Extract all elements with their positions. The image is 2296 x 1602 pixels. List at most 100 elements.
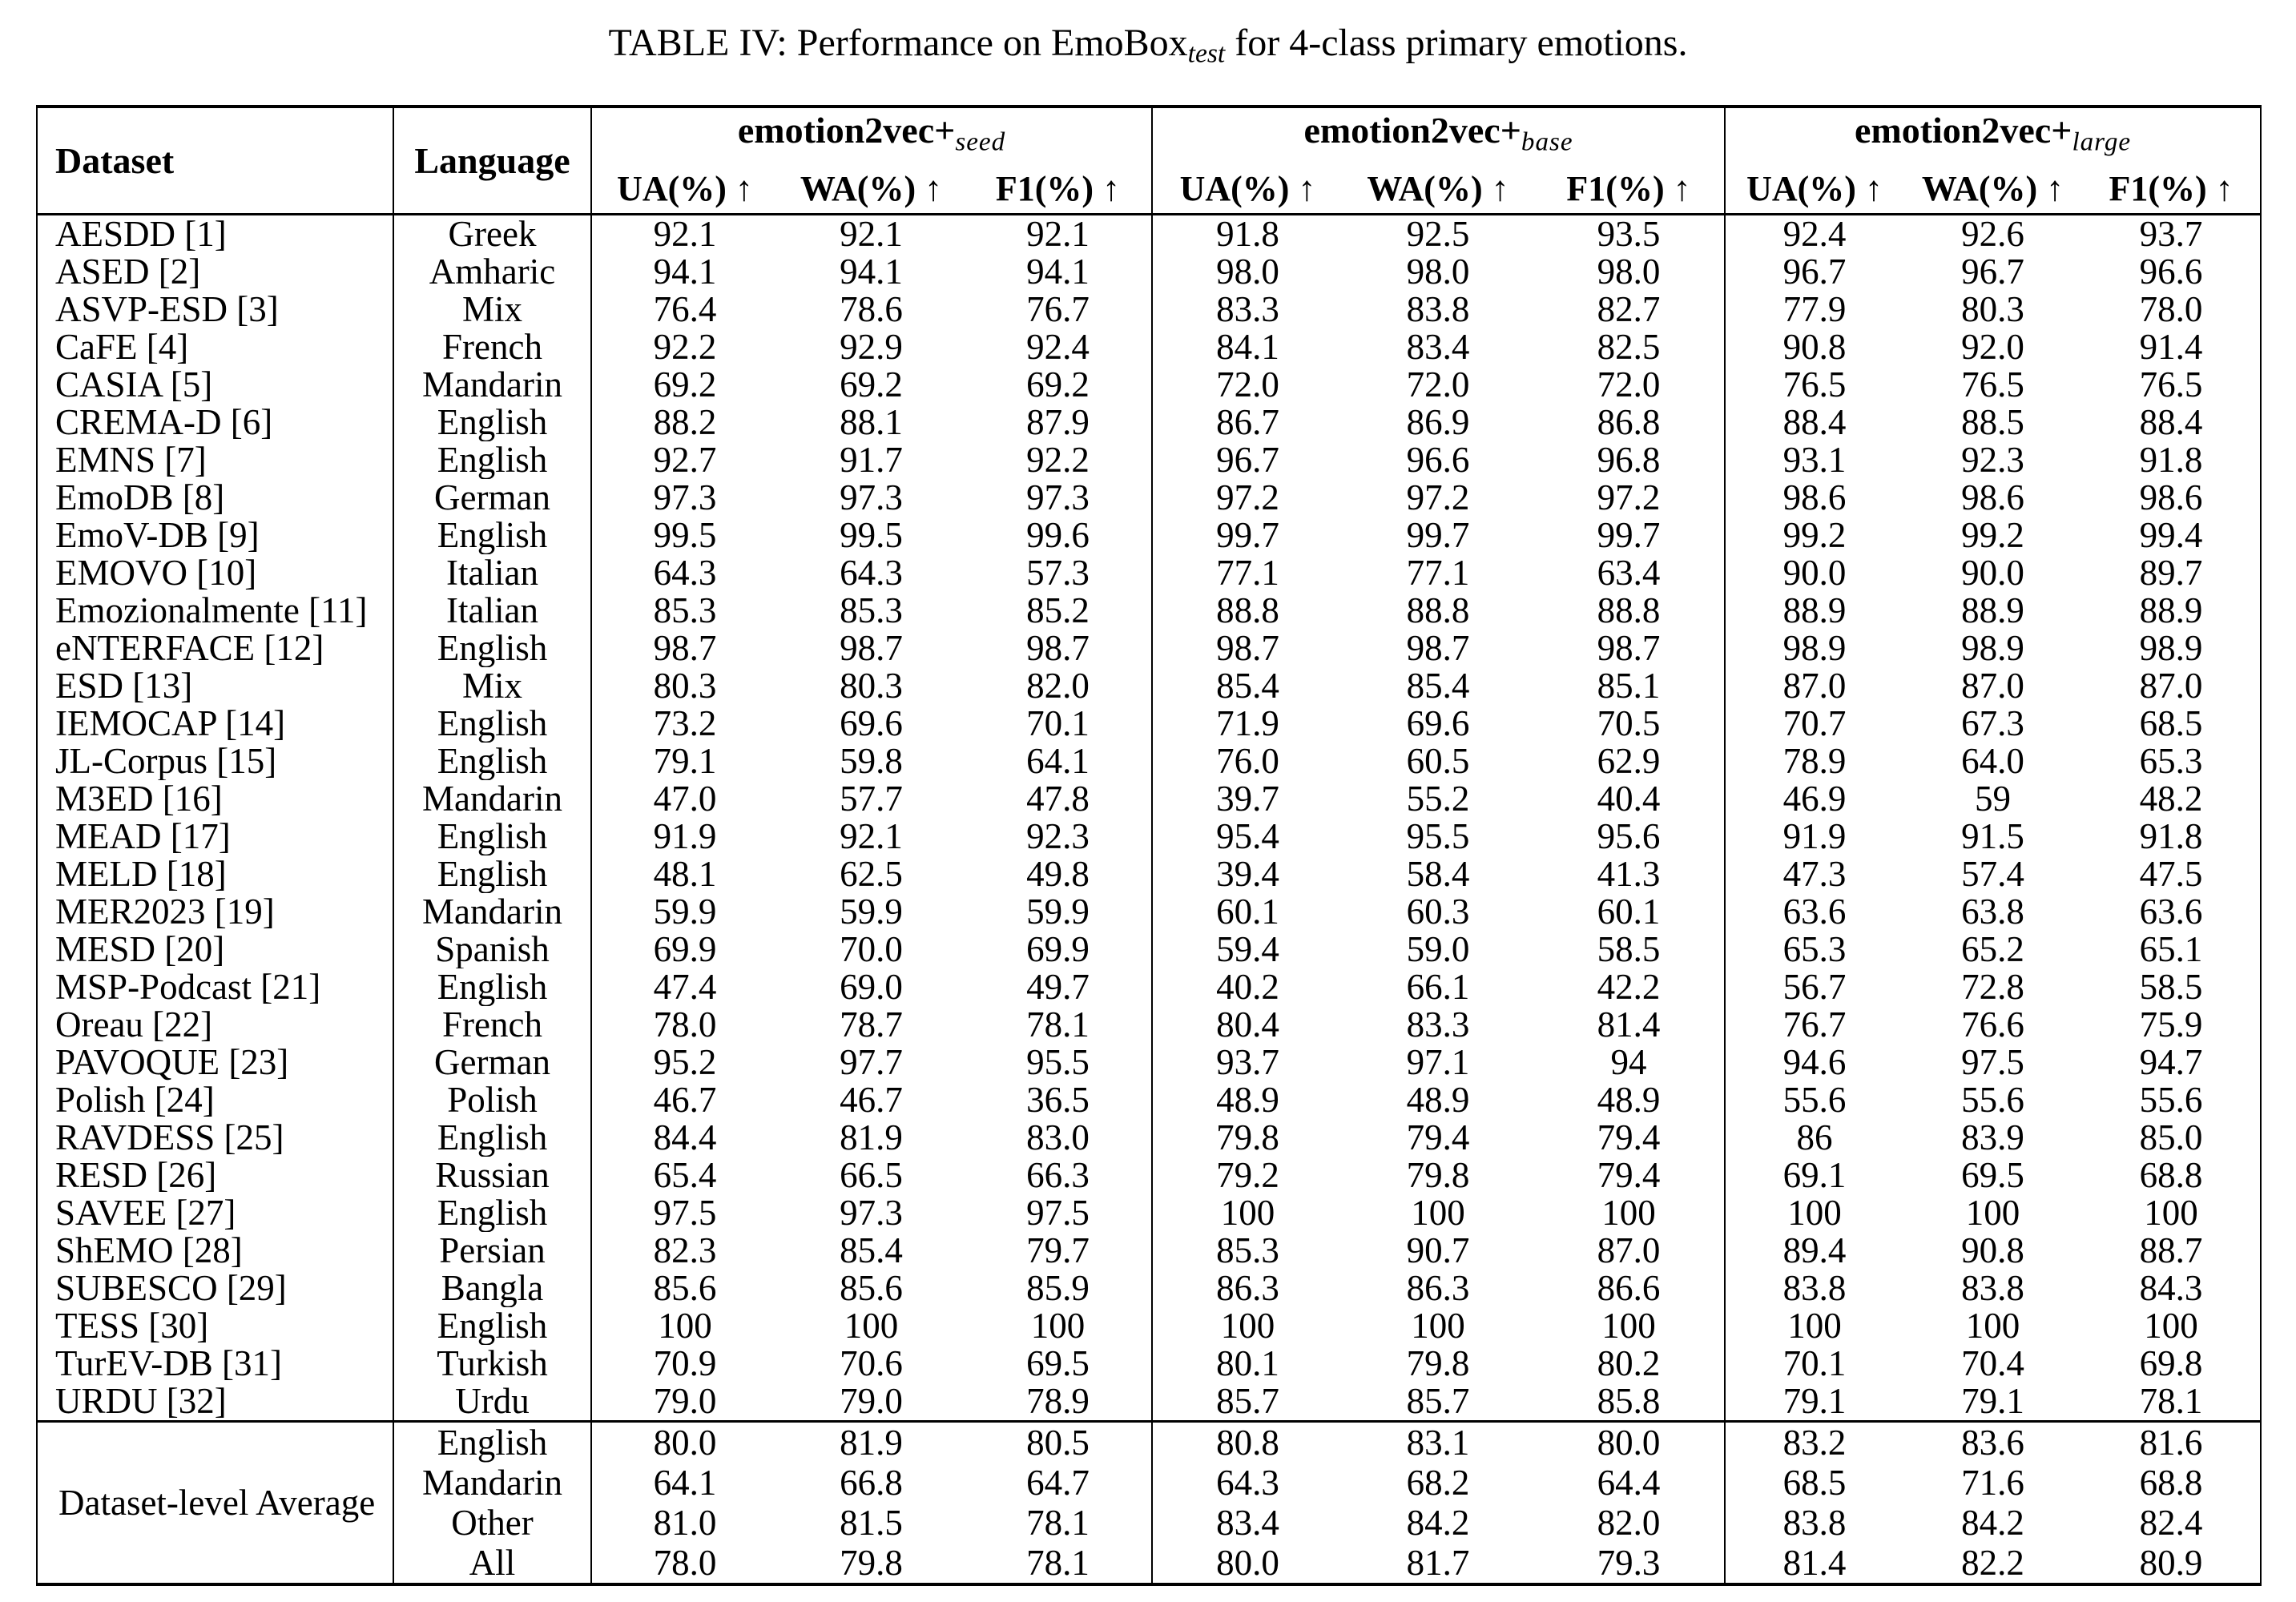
metric-cell: 83.8	[1782, 1503, 1847, 1544]
metric-cell: 80.0	[591, 1420, 778, 1463]
metric-cell: 83.9	[1961, 1119, 2024, 1157]
metric-cell: 92.4	[965, 328, 1153, 367]
dataset-cell: M3ED [16]	[37, 780, 394, 819]
table-row: PAVOQUE [23] German 95.2 97.7 95.5 93.7 97.1 94…	[37, 1044, 2261, 1082]
metric-cell: 79.0	[653, 1383, 717, 1422]
metric-cell: 96.6	[1406, 441, 1470, 480]
metric-cell: 80.9	[2139, 1543, 2203, 1584]
table-row: ShEMO [28] Persian 82.3 85.4 79.7 85.3 90.7 87.…	[37, 1232, 2261, 1270]
metric-cell: 77.9	[1782, 291, 1847, 329]
metric-cell: 88.8	[1216, 592, 1279, 630]
metric-cell: 55.6	[1782, 1081, 1847, 1120]
metric-cell: 60.5	[1406, 743, 1470, 781]
metric-cell: 70.1	[1782, 1345, 1847, 1383]
metric-cell: 36.5	[965, 1081, 1153, 1120]
metric-cell: 100	[1533, 1194, 1726, 1233]
metric-cell: 69.9	[965, 931, 1153, 969]
dataset-cell: TESS [30]	[37, 1307, 394, 1346]
metric-cell: 83.1	[1343, 1420, 1533, 1463]
table-row: RAVDESS [25] English 84.4 81.9 83.0 79.8 79.4 7…	[37, 1119, 2261, 1157]
metric-cell: 89.4	[1782, 1232, 1847, 1270]
metric-cell: 62.5	[840, 855, 903, 894]
metric-cell: 86.8	[1533, 404, 1726, 442]
average-body: Dataset-level Average English 80.0 81.9 80.5…	[37, 1420, 2262, 1585]
metric-cell: 92.3	[965, 818, 1153, 856]
metric-header-ua: UA(%) ↑	[617, 169, 753, 209]
language-cell: English	[393, 1194, 592, 1233]
column-header-dataset: Dataset	[37, 107, 394, 215]
metric-cell: 42.2	[1533, 968, 1726, 1007]
metric-cell: 85.6	[653, 1270, 717, 1308]
metric-cell: 47.3	[1782, 855, 1847, 894]
language-cell: Italian	[393, 592, 592, 630]
metric-cell: 69.6	[1406, 705, 1470, 743]
metric-cell: 47.0	[653, 780, 717, 819]
metric-cell: 85.3	[653, 592, 717, 630]
metric-cell: 96.7	[1216, 441, 1279, 480]
table-row: SAVEE [27] English 97.5 97.3 97.5 100 100 100 10…	[37, 1194, 2261, 1233]
dataset-cell: CASIA [5]	[37, 366, 394, 405]
table-row: MESD [20] Spanish 69.9 70.0 69.9 59.4 59.0 58.5…	[37, 931, 2261, 969]
language-cell: English	[393, 404, 592, 442]
metric-cell: 94.6	[1782, 1044, 1847, 1082]
metric-cell: 65.4	[653, 1157, 717, 1195]
metric-cell: 79.4	[1406, 1119, 1470, 1157]
metric-cell: 85.7	[1406, 1383, 1470, 1422]
language-cell: Persian	[393, 1232, 592, 1270]
metric-cell: 68.8	[2139, 1463, 2203, 1503]
metric-cell: 83.2	[1725, 1420, 1904, 1463]
metric-cell: 95.5	[965, 1044, 1153, 1082]
metric-cell: 72.0	[1406, 366, 1470, 405]
table-row: MER2023 [19] Mandarin 59.9 59.9 59.9 60.1 60.3…	[37, 893, 2261, 932]
dataset-cell: MSP-Podcast [21]	[37, 968, 394, 1007]
metric-cell: 80.3	[653, 667, 717, 706]
metric-cell: 55.6	[1961, 1081, 2024, 1120]
language-cell: English	[393, 743, 592, 781]
metric-cell: 91.4	[2139, 328, 2203, 367]
table-row: ASED [2] Amharic 94.1 94.1 94.1 98.0 98.0 98.0 9…	[37, 253, 2261, 292]
metric-cell: 63.8	[1961, 893, 2024, 932]
metric-cell: 91.7	[840, 441, 903, 480]
metric-cell: 98.7	[1406, 630, 1470, 668]
dataset-cell: TurEV-DB [31]	[37, 1345, 394, 1383]
metric-cell: 87.0	[1533, 1232, 1726, 1270]
metric-cell: 79.8	[1406, 1345, 1470, 1383]
metric-cell: 85.9	[965, 1270, 1153, 1308]
metric-cell: 64.1	[653, 1463, 717, 1503]
metric-cell: 95.4	[1216, 818, 1279, 856]
group-name-subscript: large	[2072, 127, 2132, 157]
metric-cell: 59.4	[1216, 931, 1279, 969]
metric-cell: 48.2	[2139, 780, 2203, 819]
metric-cell: 89.7	[2139, 554, 2203, 593]
metric-cell: 57.4	[1961, 855, 2024, 894]
metric-cell: 92.1	[653, 214, 717, 254]
metric-cell: 79.4	[1533, 1157, 1726, 1195]
caption-subscript: test	[1187, 38, 1226, 69]
metric-cell: 59.9	[653, 893, 717, 932]
metric-cell: 97.2	[1533, 479, 1726, 517]
metric-cell: 78.0	[653, 1543, 717, 1584]
table-header: Dataset Language emotion2vec+seed emotio…	[37, 107, 2262, 215]
metric-cell: 83.8	[1961, 1270, 2024, 1308]
dataset-cell: ASVP-ESD [3]	[37, 291, 394, 329]
metric-cell: 71.9	[1216, 705, 1279, 743]
metric-cell: 98.7	[1533, 630, 1726, 668]
table-row: Emozionalmente [11] Italian 85.3 85.3 85.2 88…	[37, 592, 2261, 630]
metric-cell: 57.7	[840, 780, 903, 819]
metric-cell: 39.7	[1216, 780, 1279, 819]
metric-cell: 97.3	[840, 479, 903, 517]
results-table: Dataset Language emotion2vec+seed emotio…	[36, 105, 2262, 1587]
metric-cell: 95.6	[1533, 818, 1726, 856]
metric-cell: 72.8	[1961, 968, 2024, 1007]
metric-header-ua: UA(%) ↑	[1746, 169, 1883, 209]
metric-cell: 97.2	[1216, 479, 1279, 517]
metric-header-wa: WA(%) ↑	[1367, 169, 1509, 209]
metric-cell: 69.0	[840, 968, 903, 1007]
metric-cell: 91.5	[1961, 818, 2024, 856]
metric-cell: 93.7	[1216, 1044, 1279, 1082]
metric-cell: 93.5	[1533, 214, 1726, 254]
metric-cell: 79.7	[965, 1232, 1153, 1270]
metric-cell: 57.3	[965, 554, 1153, 593]
metric-cell: 70.1	[965, 705, 1153, 743]
table-row: URDU [32] Urdu 79.0 79.0 78.9 85.7 85.7 85.8 79.…	[37, 1383, 2261, 1422]
